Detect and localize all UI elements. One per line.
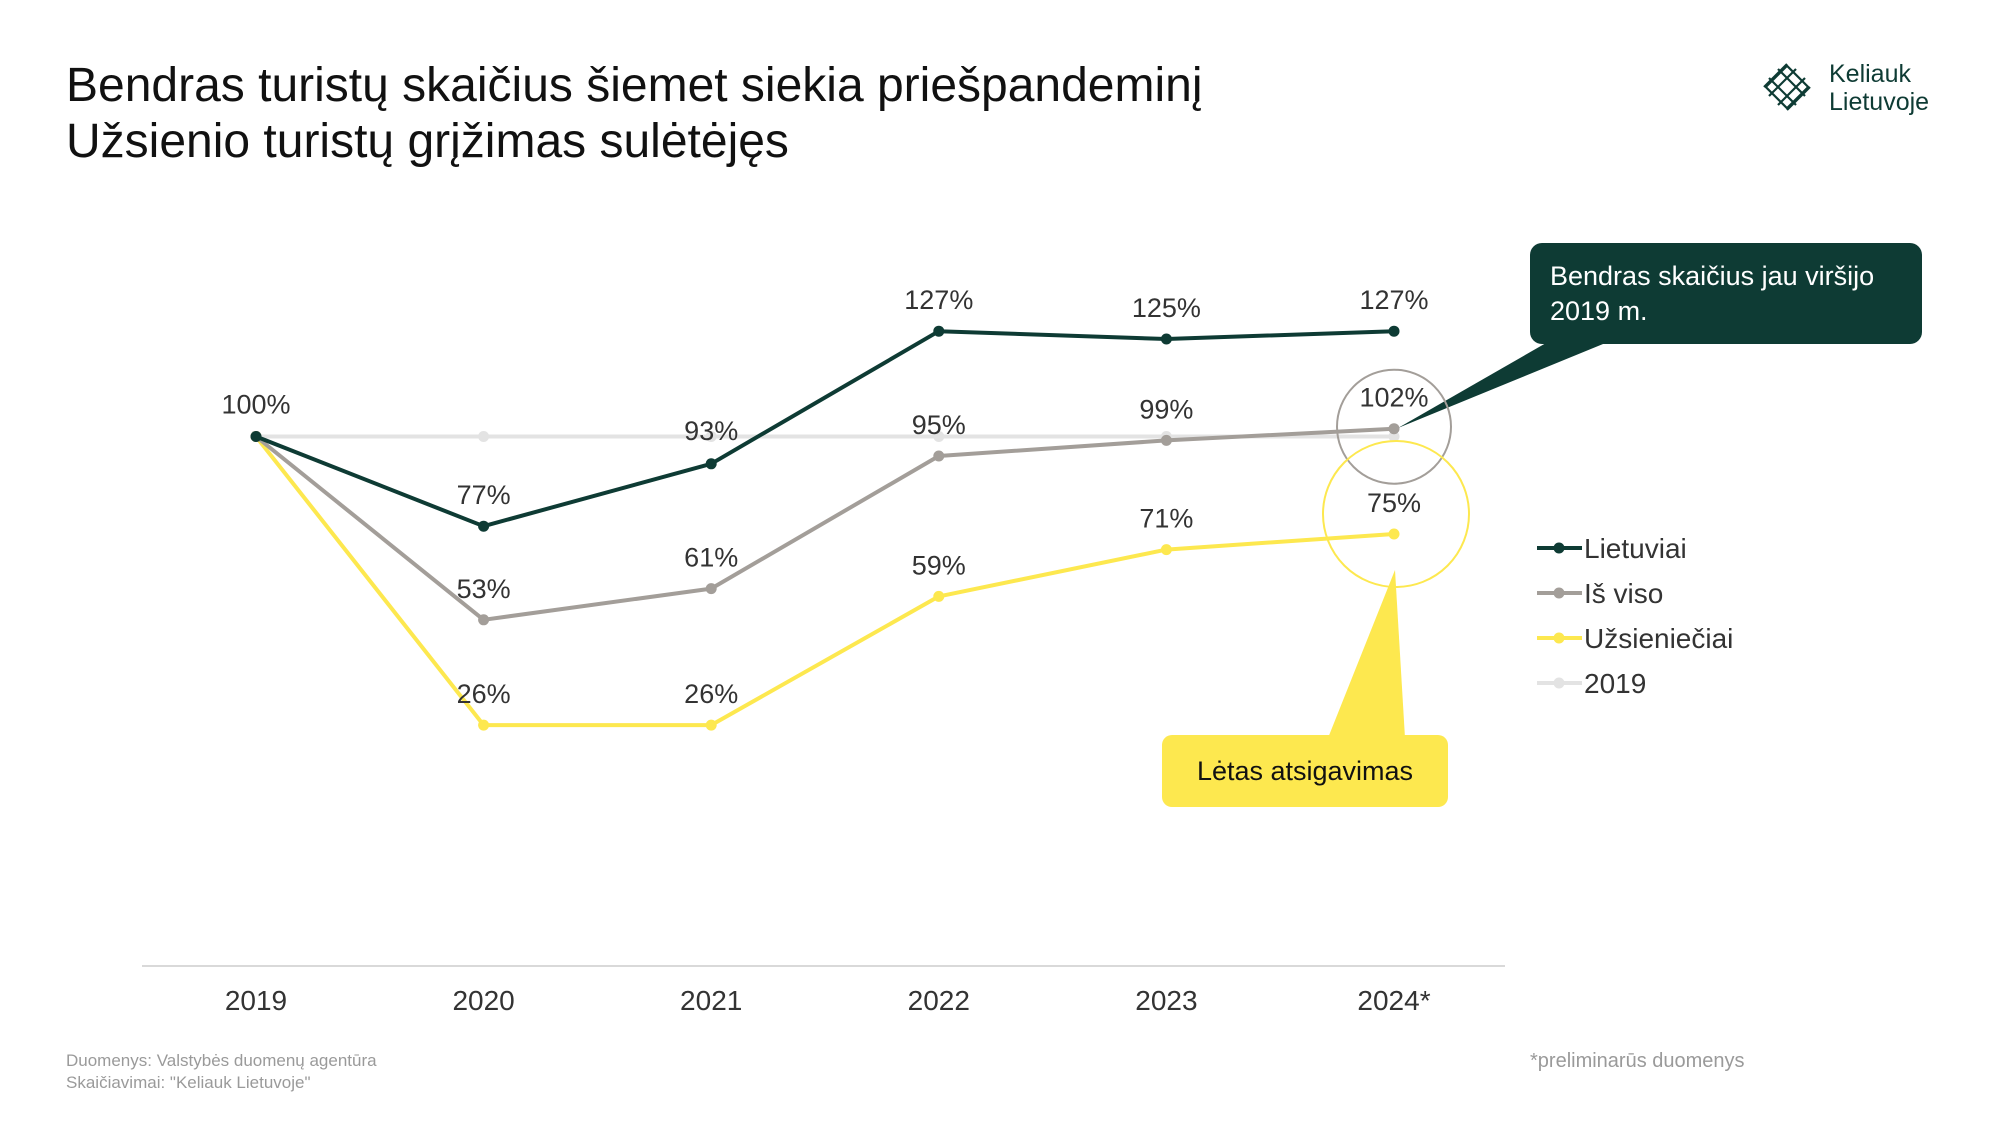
data-point-uzsienieciai [1160,544,1172,556]
data-label-uzsienieciai: 71% [1139,504,1193,534]
data-point-uzsienieciai [1388,528,1400,540]
data-point-2019 [933,431,945,442]
title-line-1: Bendras turistų skaičius šiemet siekia p… [66,59,1203,112]
logo-line-2: Lietuvoje [1829,88,1930,116]
data-label-lietuviai: 127% [1359,285,1428,315]
x-tick-label: 2020 [452,985,514,1016]
x-tick-label: 2021 [680,985,742,1016]
legend-label: 2019 [1584,668,1646,699]
legend-label: Iš viso [1584,578,1663,609]
legend: Lietuviai Iš viso Užsieniečiai 2019 [1537,533,1733,699]
data-label-is-viso: 100% [221,390,290,420]
x-axis-ticks: 2019 2020 2021 2022 2023 2024* [225,985,1431,1016]
data-point-lietuviai [705,458,717,470]
data-point-uzsienieciai [933,590,945,602]
legend-label: Lietuviai [1584,533,1687,564]
data-label-lietuviai: 93% [684,416,738,446]
data-label-is-viso: 99% [1139,394,1193,424]
callout-total: Bendras skaičius jau viršijo 2019 m. [1530,243,1922,344]
data-label-is-viso: 61% [684,543,738,573]
series-line-lietuviai [255,329,1395,529]
data-point-2019 [705,431,717,442]
legend-item-2019: 2019 [1537,668,1646,699]
data-point-uzsienieciai [478,719,490,731]
source-text: Duomenys: Valstybės duomenų agentūra [66,1051,377,1070]
logo-line-1: Keliauk [1829,60,1911,88]
highlight-circle-total [1336,368,1452,485]
data-label-is-viso: 53% [457,574,511,604]
data-label-uzsienieciai: 75% [1367,488,1421,518]
data-point-lietuviai [1388,325,1400,337]
data-point-uzsienieciai [705,719,717,731]
data-point-is-viso [478,614,490,626]
x-tick-label: 2022 [908,985,970,1016]
data-label-is-viso: 102% [1359,383,1428,413]
data-label-uzsienieciai: 26% [457,679,511,709]
chart-annotations [1328,335,1625,738]
diamond-lattice-icon [1763,63,1811,111]
callout-foreign: Lėtas atsigavimas [1162,735,1448,807]
legend-swatch-marker [1553,542,1565,554]
calc-text: Skaičiavimai: "Keliauk Lietuvoje" [66,1073,311,1092]
series-line-is-viso [254,426,1395,622]
data-point-is-viso [705,583,717,595]
data-label-lietuviai: 127% [904,285,973,315]
data-point-2019 [478,431,490,442]
legend-item-uzsienieciai: Užsieniečiai [1537,623,1733,654]
data-label-lietuviai: 125% [1132,293,1201,323]
data-point-is-viso [933,450,945,462]
series-is-viso [250,423,1400,626]
series-layer [250,325,1400,731]
data-point-lietuviai [1160,333,1172,345]
x-tick-label: 2019 [225,985,287,1016]
title-line-2: Užsienio turistų grįžimas sulėtėjęs [66,115,789,168]
callout-total-pointer [1398,335,1625,428]
callout-foreign-pointer [1328,570,1405,738]
data-labels: 100% 77% 93% 127% 125% 127% 53% 61% 95% 99% 102% 26… [221,285,1428,709]
data-point-is-viso [1160,434,1172,446]
x-tick-label: 2023 [1135,985,1197,1016]
footer-source: Duomenys: Valstybės duomenų agentūra Ska… [66,1050,377,1094]
logo-text: Keliauk Lietuvoje [1829,60,1929,116]
legend-swatch-marker [1553,632,1565,644]
legend-swatch-marker [1553,677,1565,689]
data-label-uzsienieciai: 26% [684,679,738,709]
series-uzsienieciai [250,431,1400,731]
series-line-uzsienieciai [254,435,1395,728]
highlight-circles [1322,368,1470,588]
data-label-uzsienieciai: 59% [912,550,966,580]
x-tick-label: 2024* [1357,985,1430,1016]
series-lietuviai [250,325,1400,532]
legend-label: Užsieniečiai [1584,623,1733,654]
footer-note: *preliminarūs duomenys [1530,1050,1745,1072]
legend-item-is-viso: Iš viso [1537,578,1663,609]
legend-item-lietuviai: Lietuviai [1537,533,1687,564]
data-point-is-viso [1388,423,1400,435]
data-label-is-viso: 95% [912,410,966,440]
data-point-2019 [1388,431,1400,442]
data-point-lietuviai [250,431,262,442]
brand-logo: Keliauk Lietuvoje [1760,58,1960,128]
legend-swatch-marker [1553,587,1565,599]
data-point-lietuviai [933,325,945,337]
highlight-circle-foreign [1322,440,1470,588]
data-label-lietuviai: 77% [457,480,511,510]
chart-title: Bendras turistų skaičius šiemet siekia p… [66,58,1203,170]
data-point-lietuviai [478,520,490,532]
